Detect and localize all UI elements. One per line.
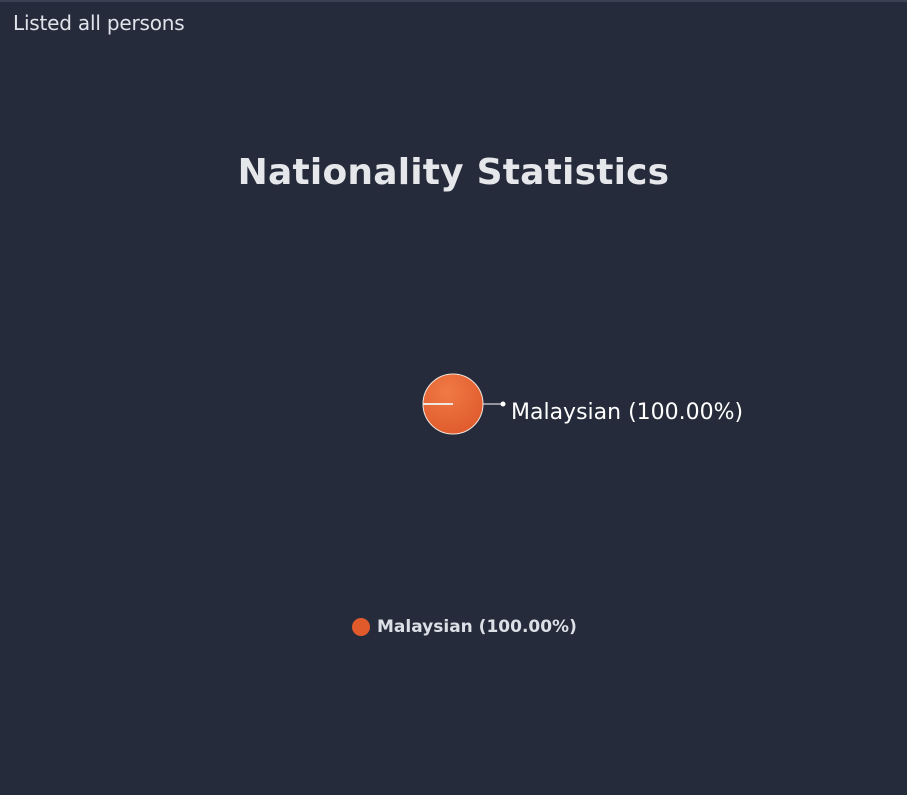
data-label-connector-dot [500, 401, 506, 407]
data-label-malaysian: Malaysian (100.00%) [511, 400, 743, 425]
chart-legend: Malaysian (100.00%) [352, 617, 577, 637]
chart-title: Nationality Statistics [237, 152, 670, 193]
page-header-title: Listed all persons [13, 11, 185, 35]
legend-swatch-malaysian[interactable] [352, 618, 370, 636]
window-top-border [0, 0, 907, 2]
legend-label-malaysian[interactable]: Malaysian (100.00%) [377, 617, 577, 637]
